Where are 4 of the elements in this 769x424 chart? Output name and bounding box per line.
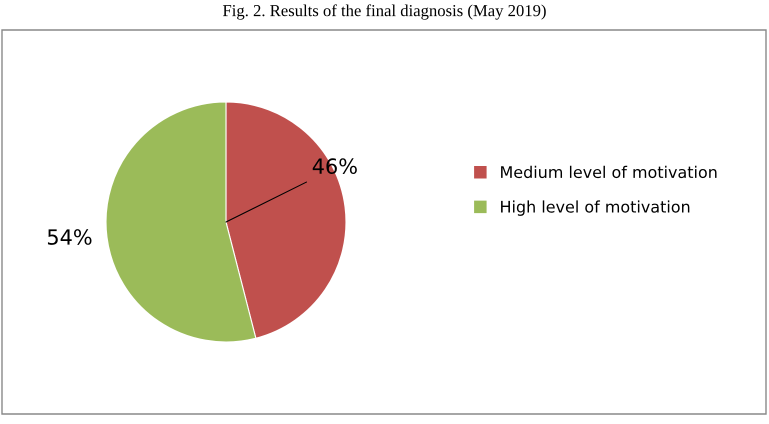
data-label: 54% <box>48 229 92 245</box>
legend-label: Medium level of motivation <box>501 166 716 178</box>
chart-title: Fig. 2. Results of the final diagnosis (May 2019) <box>222 4 546 20</box>
legend-label: High level of motivation <box>501 200 690 216</box>
